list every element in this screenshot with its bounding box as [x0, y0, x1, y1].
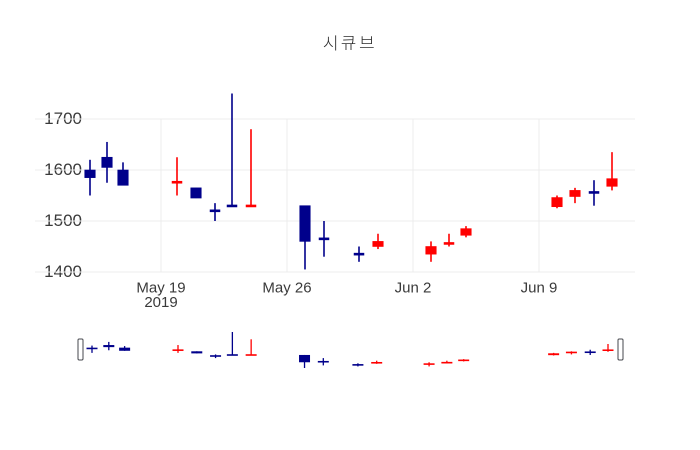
svg-text:Jun 9: Jun 9 — [521, 280, 558, 297]
svg-text:Jun 2: Jun 2 — [395, 280, 432, 297]
svg-text:May 26: May 26 — [262, 280, 311, 297]
svg-text:2019: 2019 — [144, 294, 177, 311]
